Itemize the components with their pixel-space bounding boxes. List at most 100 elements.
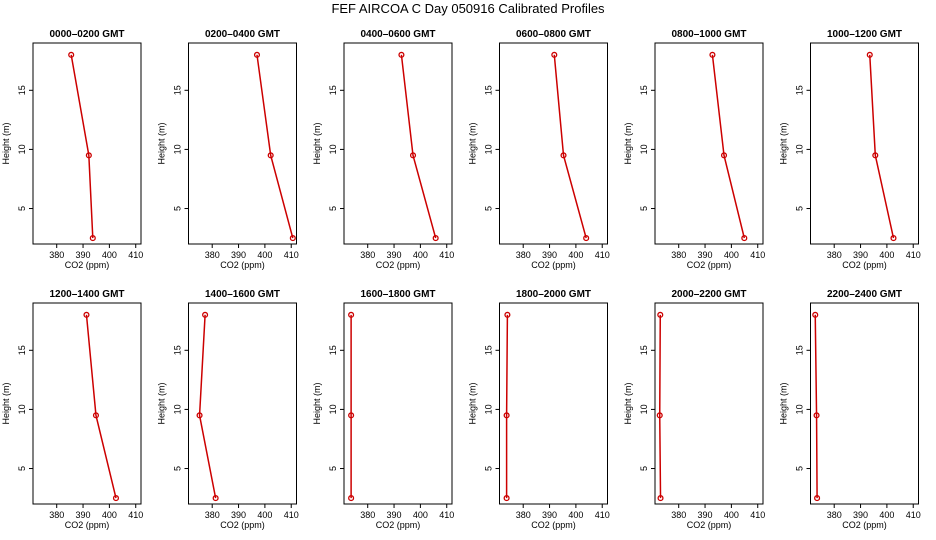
data-point (112, 495, 120, 502)
data-point (89, 235, 96, 242)
y-tick-label: 15 (639, 345, 649, 355)
x-tick-label: 390 (542, 250, 557, 260)
x-tick-label: 400 (568, 510, 583, 520)
plot-frame (654, 302, 764, 505)
y-tick-label: 5 (17, 206, 27, 211)
x-axis-label: CO2 (ppm) (687, 520, 732, 530)
x-tick-label: 380 (516, 250, 531, 260)
profile-line (198, 314, 217, 499)
x-axis-label: CO2 (ppm) (65, 520, 110, 530)
x-tick-label: 390 (387, 510, 402, 520)
y-tick-label: 15 (17, 345, 27, 355)
data-point (202, 311, 209, 318)
x-tick-label: 380 (360, 510, 375, 520)
panel-6: 1000–1200 GMT 380 390 400 410 5 10 15 CO2 (ppm) H… (779, 29, 921, 270)
y-tick-label: 10 (639, 404, 649, 414)
data-point (657, 495, 664, 502)
x-tick-label: 380 (49, 510, 64, 520)
y-tick-label: 15 (795, 345, 805, 355)
x-tick-label: 390 (387, 250, 402, 260)
x-tick-label: 390 (698, 250, 713, 260)
x-tick-label: 400 (879, 510, 894, 520)
panel-3: 0400–0600 GMT 380 390 400 410 5 10 15 CO2 (ppm) H… (312, 29, 454, 270)
x-axis-label: CO2 (ppm) (842, 520, 887, 530)
data-point (657, 311, 664, 318)
y-tick-label: 10 (173, 404, 183, 414)
x-tick-label: 390 (853, 510, 868, 520)
profile-line (505, 314, 509, 499)
panel-title: 1000–1200 GMT (827, 29, 902, 40)
y-tick-label: 5 (173, 466, 183, 471)
plot-frame (499, 42, 608, 245)
y-tick-label: 15 (17, 85, 27, 95)
plot-frame (810, 302, 919, 505)
y-tick-label: 10 (484, 144, 494, 154)
panel-title: 1800–2000 GMT (516, 289, 591, 300)
data-point (583, 235, 590, 242)
x-tick-label: 400 (413, 250, 428, 260)
panel-title: 2200–2400 GMT (827, 289, 902, 300)
x-tick-label: 400 (724, 250, 739, 260)
profile-line (85, 314, 117, 499)
y-tick-label: 5 (795, 206, 805, 211)
y-tick-label: 5 (795, 466, 805, 471)
data-point (504, 311, 511, 318)
x-tick-label: 380 (360, 250, 375, 260)
data-point (709, 51, 716, 58)
panel-2: 0200–0400 GMT 380 390 400 410 5 10 15 CO2 (ppm) H… (157, 29, 299, 270)
data-point (551, 51, 558, 58)
y-tick-label: 5 (328, 206, 338, 211)
x-axis-label: CO2 (ppm) (220, 260, 265, 270)
plot-frame (654, 42, 764, 245)
y-tick-label: 10 (328, 144, 338, 154)
x-axis-label: CO2 (ppm) (220, 520, 265, 530)
x-tick-label: 380 (516, 510, 531, 520)
x-tick-label: 410 (439, 510, 454, 520)
y-tick-label: 15 (484, 345, 494, 355)
x-tick-label: 400 (568, 250, 583, 260)
x-tick-label: 410 (284, 250, 299, 260)
data-point (503, 412, 510, 419)
x-tick-label: 400 (257, 510, 272, 520)
panel-title: 0800–1000 GMT (671, 29, 746, 40)
x-axis-label: CO2 (ppm) (531, 260, 576, 270)
x-tick-label: 410 (128, 250, 143, 260)
y-axis-label: Height (m) (779, 382, 789, 424)
panel-title: 0200–0400 GMT (205, 29, 280, 40)
x-tick-label: 390 (76, 510, 91, 520)
x-tick-label: 390 (231, 250, 246, 260)
data-point (348, 311, 355, 318)
profile-line (869, 54, 895, 239)
data-point (196, 412, 203, 419)
x-axis-label: CO2 (ppm) (376, 260, 421, 270)
panel-title: 0000–0200 GMT (49, 29, 124, 40)
y-tick-label: 15 (328, 345, 338, 355)
y-tick-label: 15 (795, 85, 805, 95)
data-point (92, 412, 100, 419)
y-axis-label: Height (m) (157, 382, 167, 424)
x-tick-label: 380 (671, 510, 686, 520)
panel-10: 1800–2000 GMT 380 390 400 410 5 10 15 CO2 (ppm) H… (468, 289, 610, 530)
plot-frame (343, 42, 453, 245)
x-axis-label: CO2 (ppm) (376, 520, 421, 530)
y-tick-label: 5 (173, 206, 183, 211)
panel-4: 0600–0800 GMT 380 390 400 410 5 10 15 CO2 (ppm) H… (468, 29, 610, 270)
x-tick-label: 400 (413, 510, 428, 520)
panel-5: 0800–1000 GMT 380 390 400 410 5 10 15 CO2 (ppm) H… (623, 29, 765, 270)
y-tick-label: 5 (639, 206, 649, 211)
profile-line (658, 314, 662, 499)
panel-title: 2000–2200 GMT (671, 289, 746, 300)
data-point (85, 152, 92, 159)
y-tick-label: 10 (328, 404, 338, 414)
x-tick-label: 380 (827, 510, 842, 520)
y-tick-label: 10 (17, 144, 27, 154)
panel-title: 0600–0800 GMT (516, 29, 591, 40)
y-tick-label: 5 (328, 466, 338, 471)
panel-title: 1400–1600 GMT (205, 289, 280, 300)
x-tick-label: 410 (595, 250, 610, 260)
data-point (560, 152, 567, 159)
profile-line (553, 54, 587, 239)
x-tick-label: 380 (827, 250, 842, 260)
data-point (212, 495, 219, 502)
